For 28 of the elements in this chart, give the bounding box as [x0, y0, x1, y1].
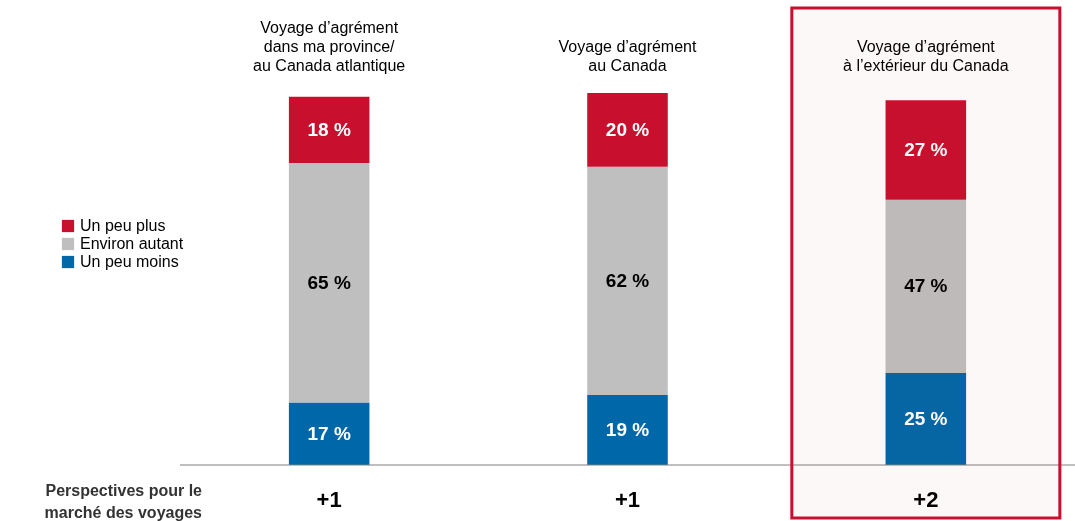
bar: [885, 100, 967, 200]
data-label: 20 %: [605, 118, 650, 140]
data-label: 17 %: [307, 422, 351, 444]
x-tick-label: Voyage d’agrément au Canada: [558, 38, 697, 74]
data-label: 19 %: [605, 419, 650, 441]
legend-label: Environ autant: [80, 235, 184, 252]
legend-label: Un peu moins: [80, 253, 179, 270]
text: +1: [316, 487, 342, 512]
data-label: 18 %: [307, 118, 351, 140]
data-label: 27 %: [904, 139, 948, 161]
bar: [885, 372, 967, 465]
bar: [587, 395, 668, 465]
text: +2: [913, 487, 939, 512]
x-tick-label: Voyage d’agrément à l’extérieur du Canada: [843, 38, 1009, 74]
bar: [587, 93, 668, 167]
text: +1: [614, 487, 641, 512]
bar: [288, 162, 370, 403]
data-label: 62 %: [605, 269, 650, 291]
data-label: 25 %: [904, 407, 948, 429]
legend-label: Un peu plus: [80, 217, 166, 234]
bar: [288, 96, 370, 163]
text: Perspectives pour le marché des voyages: [44, 482, 203, 521]
bar: [587, 166, 668, 396]
bar: [288, 402, 370, 465]
bar: [885, 199, 967, 373]
data-label: 47 %: [904, 275, 948, 297]
data-label: 65 %: [307, 271, 351, 293]
x-tick-label: Voyage d’agrément dans ma province/ au Canada atlantique: [253, 19, 406, 74]
